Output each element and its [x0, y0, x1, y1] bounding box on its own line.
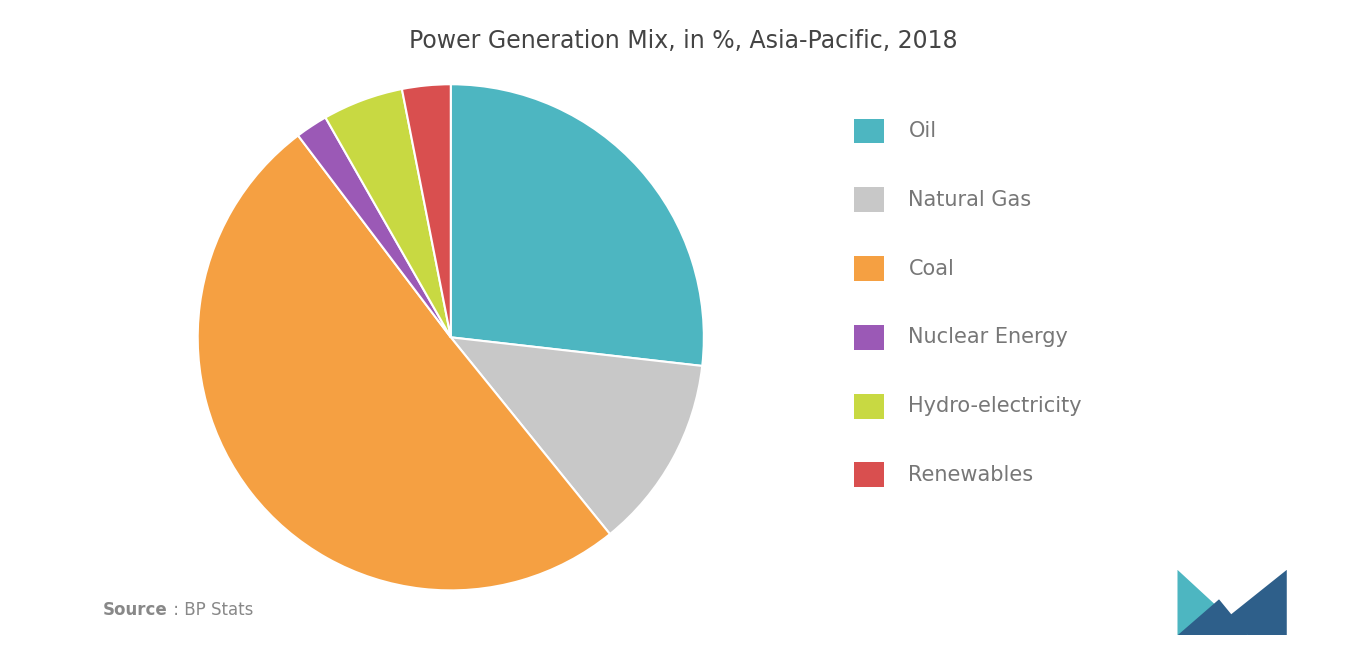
Wedge shape [325, 89, 451, 337]
Polygon shape [1177, 599, 1249, 635]
Polygon shape [1205, 570, 1287, 635]
Text: : BP Stats: : BP Stats [168, 601, 254, 619]
Wedge shape [451, 84, 703, 366]
Wedge shape [298, 117, 451, 337]
Text: Oil: Oil [908, 121, 937, 141]
FancyBboxPatch shape [854, 462, 884, 487]
Text: Renewables: Renewables [908, 465, 1034, 485]
FancyBboxPatch shape [854, 119, 884, 143]
Wedge shape [402, 84, 451, 337]
Text: Source: Source [102, 601, 167, 619]
Text: Hydro-electricity: Hydro-electricity [908, 396, 1082, 416]
FancyBboxPatch shape [854, 394, 884, 419]
Text: Natural Gas: Natural Gas [908, 190, 1031, 210]
Wedge shape [198, 136, 611, 590]
Wedge shape [451, 337, 702, 534]
FancyBboxPatch shape [854, 325, 884, 350]
Text: Nuclear Energy: Nuclear Energy [908, 328, 1068, 347]
FancyBboxPatch shape [854, 256, 884, 281]
Polygon shape [1177, 570, 1249, 635]
Text: Power Generation Mix, in %, Asia-Pacific, 2018: Power Generation Mix, in %, Asia-Pacific… [408, 29, 958, 54]
FancyBboxPatch shape [854, 187, 884, 212]
Text: Coal: Coal [908, 259, 955, 278]
